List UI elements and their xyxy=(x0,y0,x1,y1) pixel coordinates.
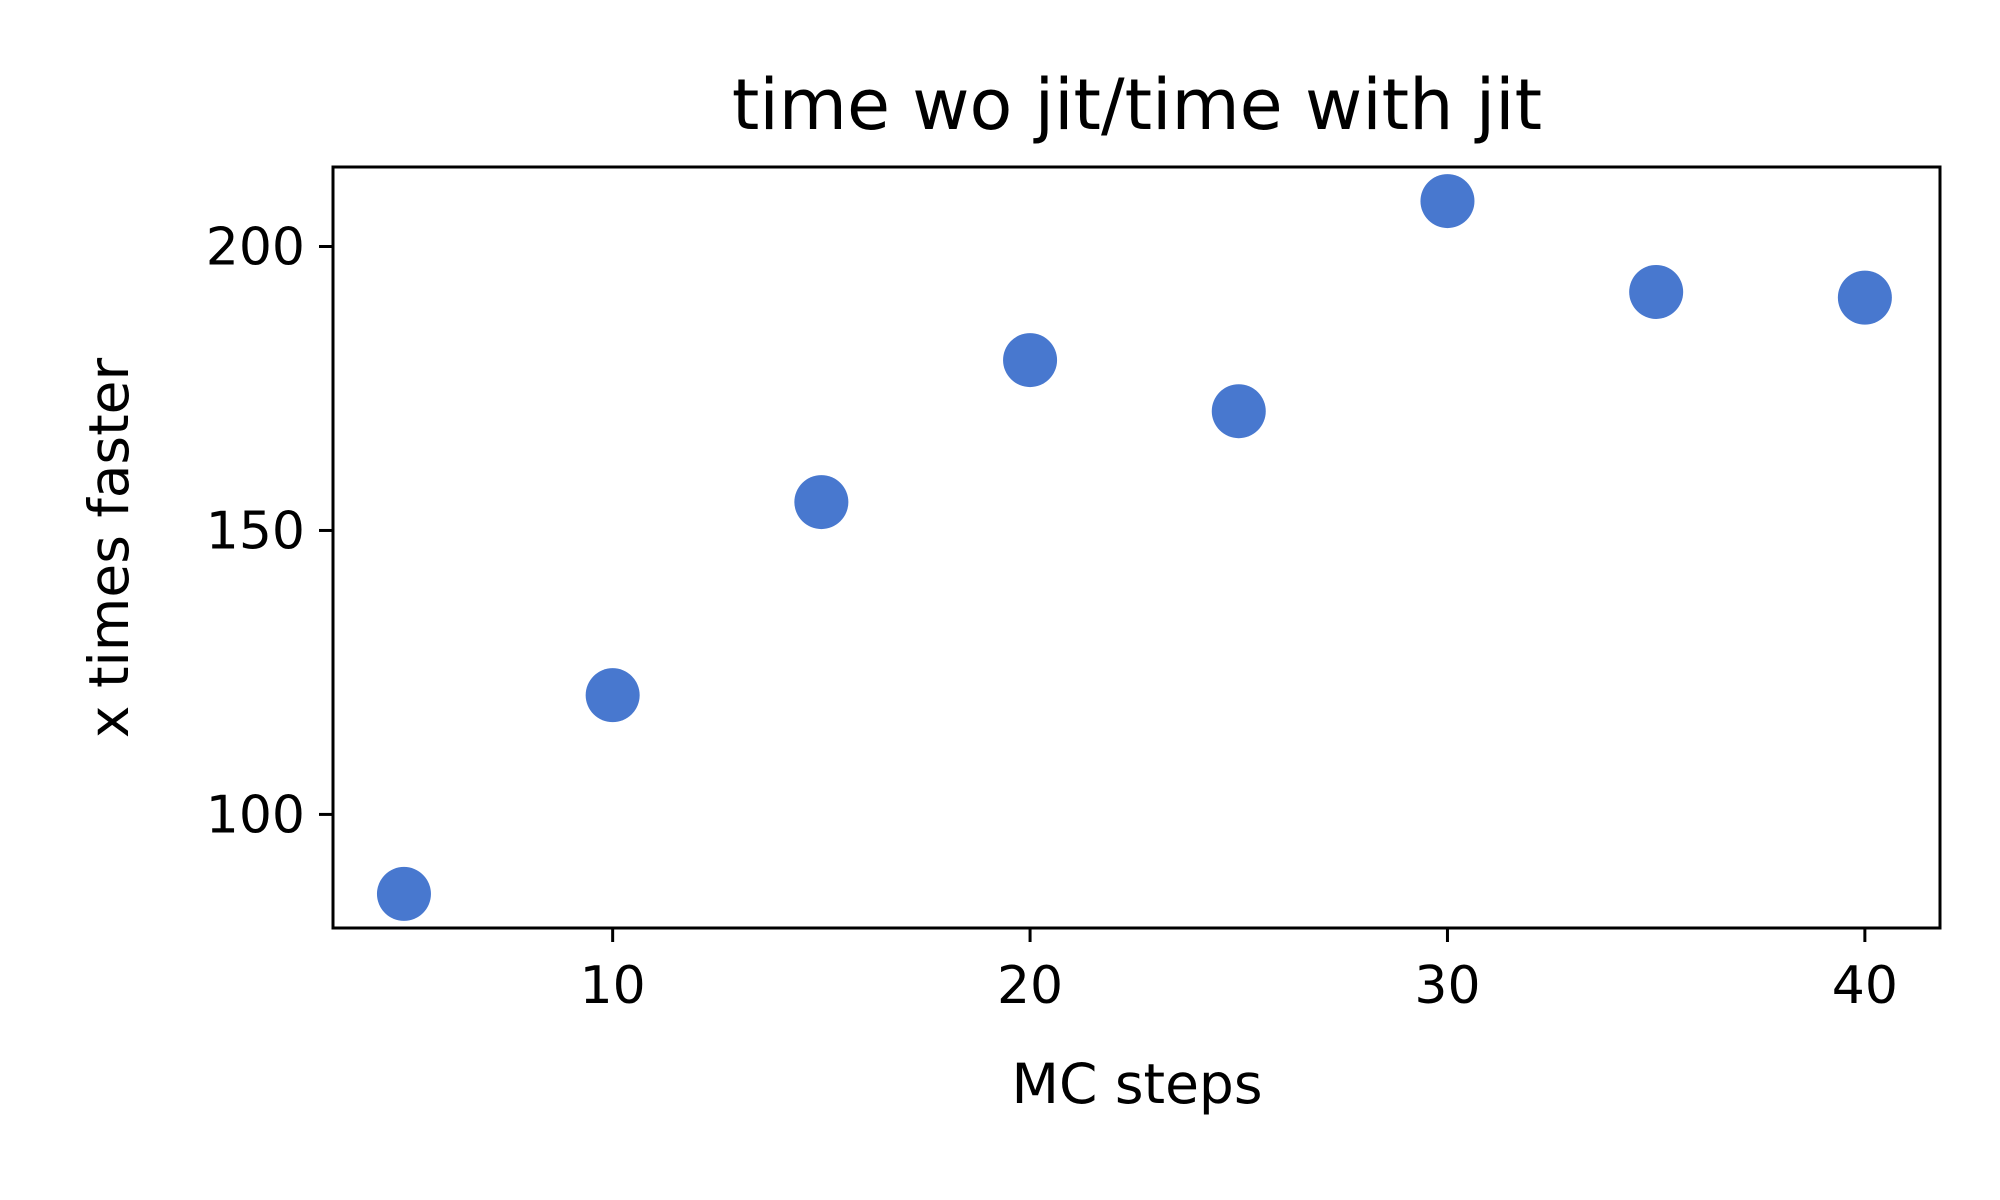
x-tick-label: 40 xyxy=(1832,956,1898,1016)
x-tick-label: 30 xyxy=(1414,956,1480,1016)
y-tick-label: 200 xyxy=(206,218,305,278)
chart-title: time wo jit/time with jit xyxy=(732,64,1542,146)
scatter-point xyxy=(1211,384,1266,439)
scatter-point xyxy=(1003,333,1058,388)
scatter-point xyxy=(585,668,640,723)
y-tick-label: 150 xyxy=(206,501,305,561)
y-axis-ticks: 100 150 200 xyxy=(206,218,333,845)
scatter-point xyxy=(1837,270,1892,325)
x-axis-ticks: 10 20 30 40 xyxy=(580,928,1898,1016)
scatter-point xyxy=(794,475,849,530)
x-axis-label: MC steps xyxy=(1012,1052,1263,1116)
plot-area-frame xyxy=(331,165,1942,930)
x-tick-label: 20 xyxy=(997,956,1063,1016)
scatter-point xyxy=(1629,264,1684,319)
scatter-point xyxy=(376,866,431,921)
scatter-point xyxy=(1420,174,1475,229)
scatter-points xyxy=(376,174,1892,921)
x-tick-label: 10 xyxy=(580,956,646,1016)
y-axis-label: x times faster xyxy=(77,358,141,739)
y-tick-label: 100 xyxy=(206,785,305,845)
